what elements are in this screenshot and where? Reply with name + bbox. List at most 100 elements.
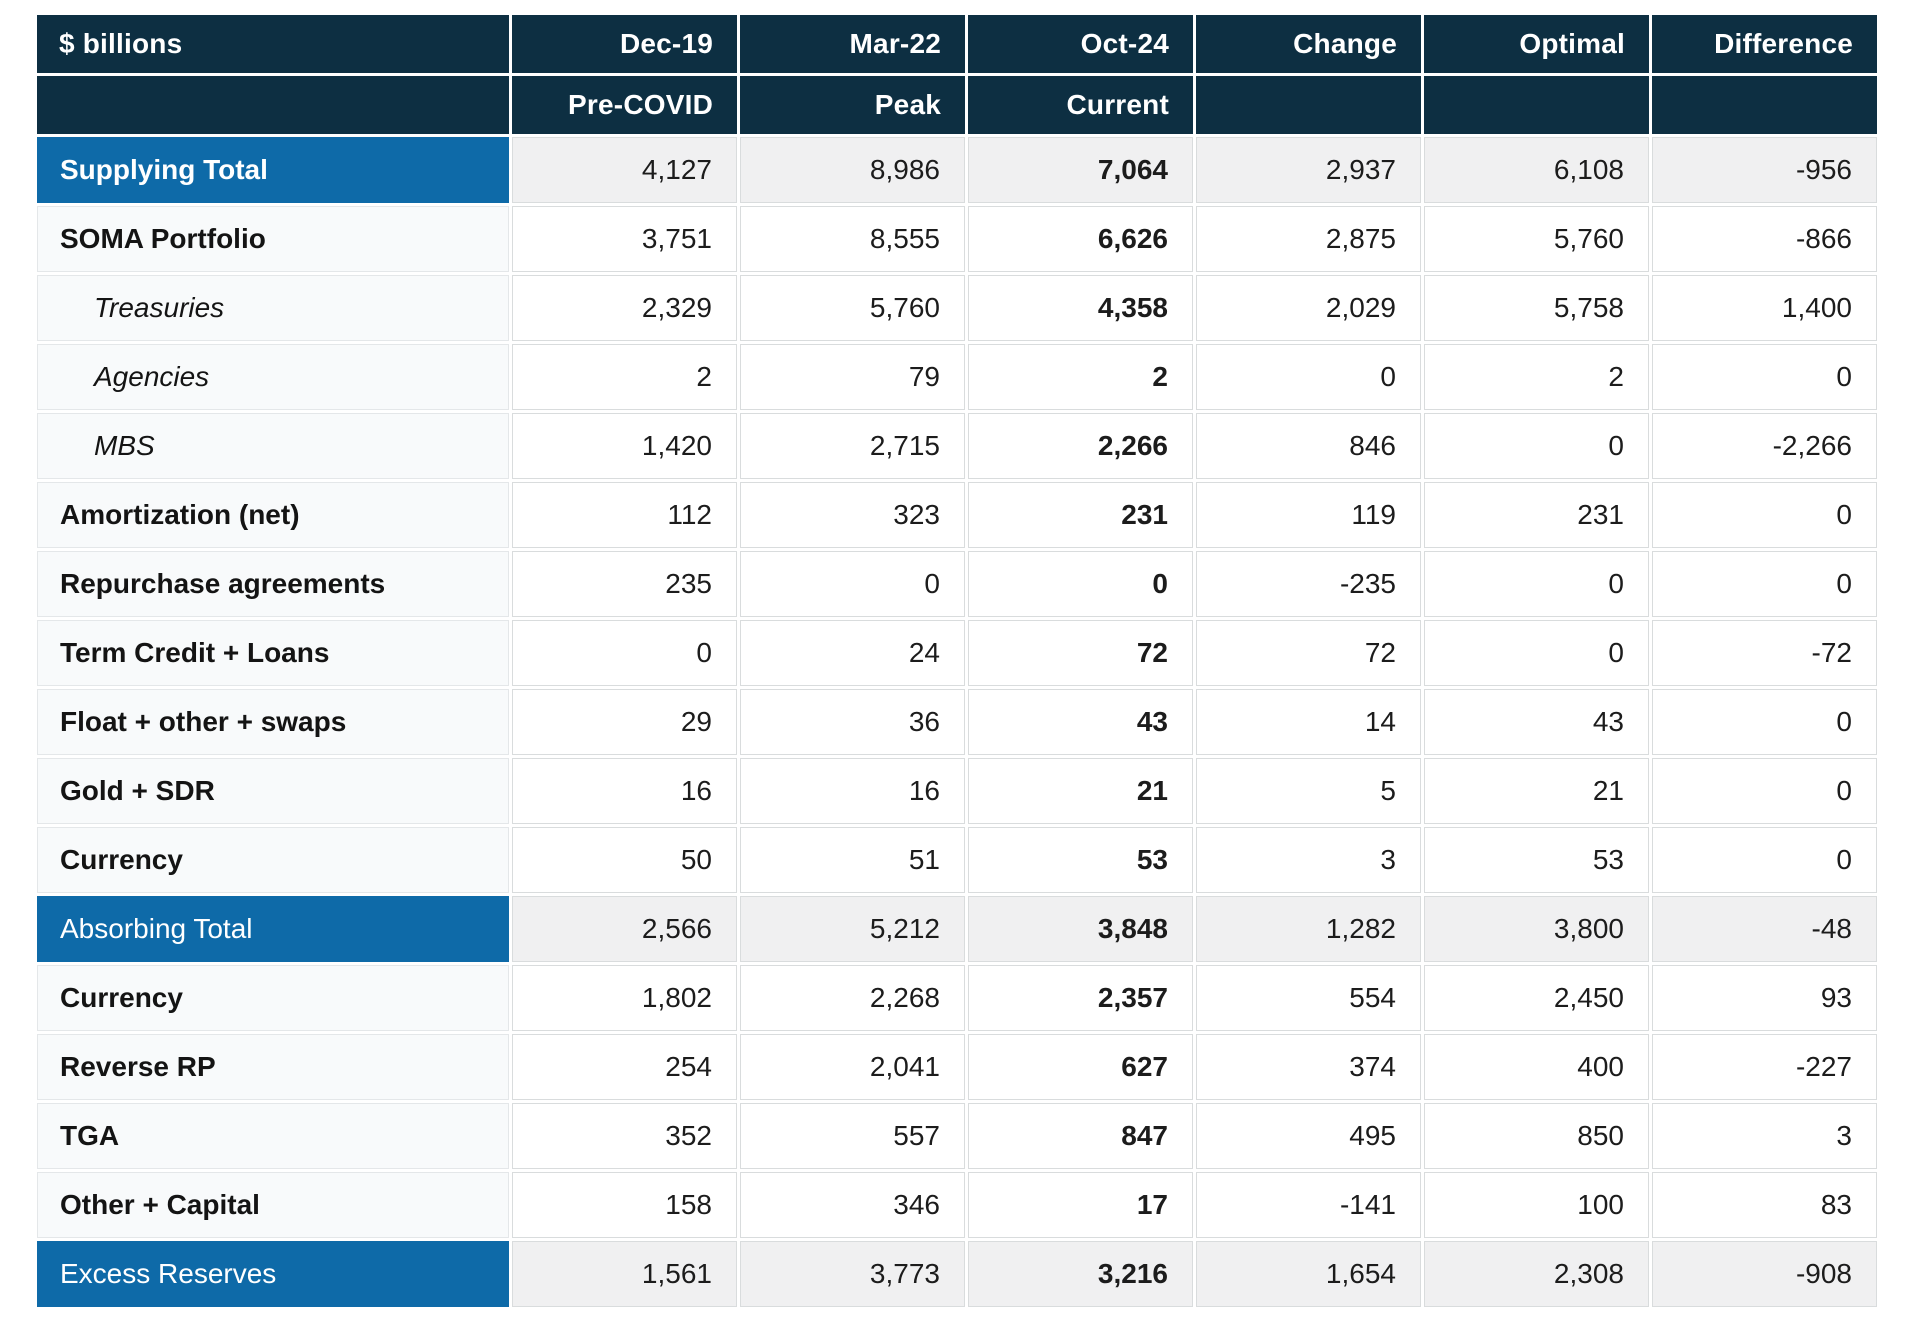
cell-value: 557 <box>740 1103 965 1169</box>
cell-value: 16 <box>740 758 965 824</box>
col-header-mar22: Mar-22 <box>740 15 965 73</box>
cell-value: 100 <box>1424 1172 1649 1238</box>
cell-value: 0 <box>740 551 965 617</box>
cell-value: -235 <box>1196 551 1421 617</box>
cell-value: 5,760 <box>1424 206 1649 272</box>
table-row: Excess Reserves 1,561 3,773 3,216 1,654 2,308… <box>37 1241 1877 1307</box>
cell-value: -72 <box>1652 620 1877 686</box>
cell-value: -2,266 <box>1652 413 1877 479</box>
table-row: Absorbing Total 2,566 5,212 3,848 1,282 3,800… <box>37 896 1877 962</box>
row-label: Amortization (net) <box>37 482 509 548</box>
cell-value: 4,358 <box>968 275 1193 341</box>
cell-value: 1,561 <box>512 1241 737 1307</box>
cell-value: 21 <box>968 758 1193 824</box>
row-label: Float + other + swaps <box>37 689 509 755</box>
row-label: Supplying Total <box>37 137 509 203</box>
cell-value: 1,802 <box>512 965 737 1031</box>
cell-value: 0 <box>968 551 1193 617</box>
cell-value: 2,715 <box>740 413 965 479</box>
cell-value: 3,800 <box>1424 896 1649 962</box>
cell-value: 1,420 <box>512 413 737 479</box>
cell-value: 2,041 <box>740 1034 965 1100</box>
row-label: Term Credit + Loans <box>37 620 509 686</box>
row-label: Excess Reserves <box>37 1241 509 1307</box>
cell-value: -866 <box>1652 206 1877 272</box>
cell-value: 3,216 <box>968 1241 1193 1307</box>
table-row: Repurchase agreements 235 0 0 -235 0 0 <box>37 551 1877 617</box>
table-row: Currency 1,802 2,268 2,357 554 2,450 93 <box>37 965 1877 1031</box>
cell-value: -956 <box>1652 137 1877 203</box>
cell-value: 72 <box>968 620 1193 686</box>
cell-value: -48 <box>1652 896 1877 962</box>
cell-value: 119 <box>1196 482 1421 548</box>
cell-value: 0 <box>1652 827 1877 893</box>
row-label: Treasuries <box>37 275 509 341</box>
cell-value: 352 <box>512 1103 737 1169</box>
cell-value: 2,029 <box>1196 275 1421 341</box>
cell-value: 93 <box>1652 965 1877 1031</box>
cell-value: 53 <box>1424 827 1649 893</box>
cell-value: 0 <box>1424 413 1649 479</box>
cell-value: 43 <box>1424 689 1649 755</box>
cell-value: 2,875 <box>1196 206 1421 272</box>
subheader-precovid: Pre-COVID <box>512 76 737 134</box>
table-row: Supplying Total 4,127 8,986 7,064 2,937 6,108… <box>37 137 1877 203</box>
table-body: Supplying Total 4,127 8,986 7,064 2,937 6,108… <box>37 137 1877 1307</box>
cell-value: 158 <box>512 1172 737 1238</box>
row-label: Reverse RP <box>37 1034 509 1100</box>
cell-value: 14 <box>1196 689 1421 755</box>
cell-value: 2,266 <box>968 413 1193 479</box>
cell-value: 2,268 <box>740 965 965 1031</box>
cell-value: 3 <box>1196 827 1421 893</box>
cell-value: 2 <box>968 344 1193 410</box>
cell-value: 2,357 <box>968 965 1193 1031</box>
row-label: Currency <box>37 827 509 893</box>
cell-value: 231 <box>1424 482 1649 548</box>
cell-value: 29 <box>512 689 737 755</box>
table-row: MBS 1,420 2,715 2,266 846 0 -2,266 <box>37 413 1877 479</box>
subheader-peak: Peak <box>740 76 965 134</box>
cell-value: 0 <box>1652 344 1877 410</box>
cell-value: 50 <box>512 827 737 893</box>
cell-value: 24 <box>740 620 965 686</box>
row-label: Currency <box>37 965 509 1031</box>
cell-value: 83 <box>1652 1172 1877 1238</box>
cell-value: 1,282 <box>1196 896 1421 962</box>
units-header: $ billions <box>37 15 509 73</box>
cell-value: 2,308 <box>1424 1241 1649 1307</box>
cell-value: 2 <box>512 344 737 410</box>
units-subheader <box>37 76 509 134</box>
subheader-current: Current <box>968 76 1193 134</box>
col-header-optimal: Optimal <box>1424 15 1649 73</box>
cell-value: 2,450 <box>1424 965 1649 1031</box>
cell-value: 5,212 <box>740 896 965 962</box>
cell-value: 1,654 <box>1196 1241 1421 1307</box>
cell-value: 846 <box>1196 413 1421 479</box>
table-header: $ billions Dec-19 Mar-22 Oct-24 Change O… <box>37 15 1877 134</box>
cell-value: 36 <box>740 689 965 755</box>
table-row: Gold + SDR 16 16 21 5 21 0 <box>37 758 1877 824</box>
table-row: Term Credit + Loans 0 24 72 72 0 -72 <box>37 620 1877 686</box>
table-row: Treasuries 2,329 5,760 4,358 2,029 5,758 1,400 <box>37 275 1877 341</box>
cell-value: 5,760 <box>740 275 965 341</box>
cell-value: 8,986 <box>740 137 965 203</box>
cell-value: 0 <box>1652 689 1877 755</box>
cell-value: 112 <box>512 482 737 548</box>
cell-value: 16 <box>512 758 737 824</box>
cell-value: 495 <box>1196 1103 1421 1169</box>
cell-value: 0 <box>512 620 737 686</box>
col-header-difference: Difference <box>1652 15 1877 73</box>
cell-value: 847 <box>968 1103 1193 1169</box>
cell-value: 51 <box>740 827 965 893</box>
cell-value: 2,937 <box>1196 137 1421 203</box>
cell-value: 6,626 <box>968 206 1193 272</box>
cell-value: 17 <box>968 1172 1193 1238</box>
subheader-empty-difference <box>1652 76 1877 134</box>
row-label: MBS <box>37 413 509 479</box>
table-row: Agencies 2 79 2 0 2 0 <box>37 344 1877 410</box>
table-row: Amortization (net) 112 323 231 119 231 0 <box>37 482 1877 548</box>
cell-value: 21 <box>1424 758 1649 824</box>
cell-value: 235 <box>512 551 737 617</box>
cell-value: 2,329 <box>512 275 737 341</box>
cell-value: 2,566 <box>512 896 737 962</box>
